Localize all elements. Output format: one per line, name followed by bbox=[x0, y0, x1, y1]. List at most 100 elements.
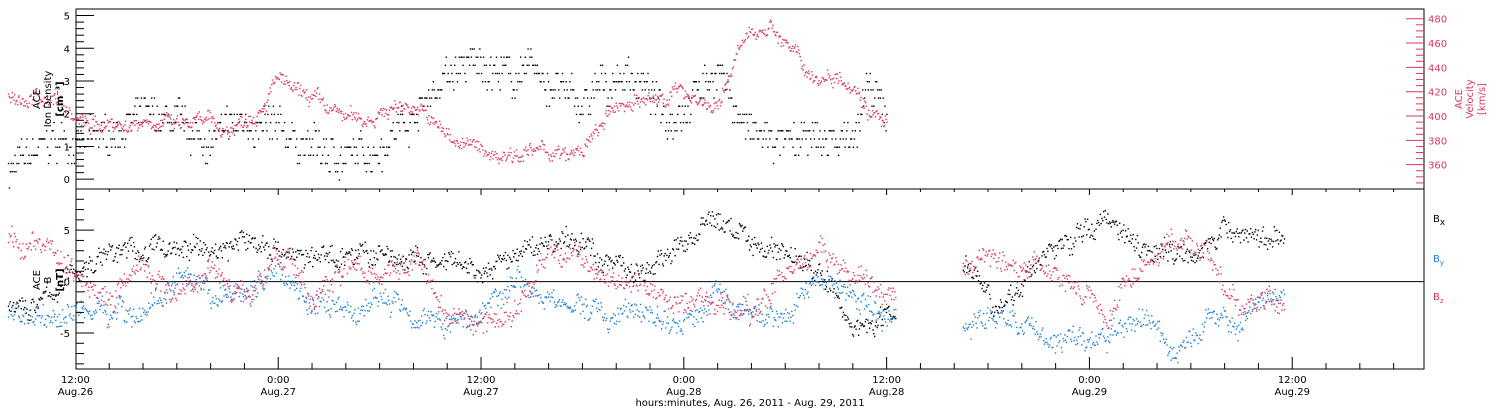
data-point bbox=[182, 277, 185, 279]
data-point bbox=[288, 85, 290, 87]
data-point bbox=[655, 99, 658, 101]
data-point bbox=[102, 252, 104, 254]
data-point bbox=[652, 322, 654, 324]
data-point bbox=[266, 101, 268, 103]
data-point bbox=[419, 97, 421, 99]
data-point bbox=[367, 116, 369, 118]
data-point bbox=[497, 157, 499, 159]
data-point bbox=[321, 162, 323, 165]
data-point bbox=[382, 146, 384, 148]
data-point bbox=[490, 267, 492, 270]
data-point bbox=[377, 245, 380, 247]
data-point bbox=[569, 306, 572, 308]
data-point bbox=[751, 238, 753, 241]
data-point bbox=[105, 250, 107, 253]
data-point bbox=[470, 262, 472, 264]
data-point bbox=[1278, 295, 1281, 297]
data-point bbox=[531, 236, 534, 238]
data-point bbox=[683, 98, 685, 100]
data-point bbox=[247, 240, 250, 243]
data-point bbox=[13, 171, 15, 173]
data-point bbox=[131, 326, 133, 328]
data-point bbox=[437, 89, 439, 91]
data-point bbox=[543, 81, 545, 83]
data-point bbox=[322, 97, 325, 100]
data-point bbox=[350, 154, 353, 156]
data-point bbox=[668, 332, 670, 334]
data-point bbox=[725, 82, 728, 84]
data-point bbox=[431, 314, 433, 316]
data-point bbox=[547, 241, 550, 243]
data-point bbox=[599, 124, 601, 126]
data-point bbox=[227, 260, 229, 262]
data-point bbox=[1272, 293, 1275, 295]
data-point bbox=[58, 103, 61, 105]
data-point bbox=[544, 144, 546, 146]
data-point bbox=[153, 248, 155, 251]
data-point bbox=[267, 93, 270, 95]
data-point bbox=[1064, 334, 1066, 336]
data-point bbox=[244, 242, 246, 244]
data-point bbox=[203, 288, 205, 291]
data-point bbox=[434, 261, 436, 263]
data-point bbox=[288, 138, 290, 140]
data-point bbox=[303, 92, 306, 94]
data-point bbox=[1213, 237, 1215, 240]
data-point bbox=[793, 47, 795, 49]
data-point bbox=[1106, 352, 1108, 354]
data-point bbox=[487, 154, 490, 156]
data-point bbox=[178, 254, 180, 257]
data-point bbox=[392, 265, 394, 267]
data-point bbox=[199, 281, 201, 283]
data-point bbox=[370, 171, 372, 173]
data-point bbox=[69, 109, 71, 112]
data-point bbox=[1235, 230, 1237, 233]
data-point bbox=[360, 118, 363, 120]
data-point bbox=[367, 146, 369, 148]
data-point bbox=[649, 101, 652, 103]
data-point bbox=[841, 130, 843, 132]
data-point bbox=[520, 250, 523, 252]
data-point bbox=[683, 320, 685, 322]
data-point bbox=[673, 121, 675, 124]
data-point bbox=[203, 251, 206, 254]
data-point bbox=[341, 120, 344, 122]
data-point bbox=[355, 112, 357, 114]
data-point bbox=[337, 162, 340, 165]
data-point bbox=[871, 116, 873, 118]
data-point bbox=[508, 56, 511, 58]
data-point bbox=[852, 88, 855, 90]
data-point bbox=[63, 105, 65, 107]
data-point bbox=[785, 130, 788, 132]
data-point bbox=[872, 89, 874, 91]
data-point bbox=[1121, 324, 1123, 326]
data-point bbox=[177, 247, 180, 250]
data-point bbox=[658, 101, 660, 103]
data-point bbox=[1135, 324, 1137, 327]
data-point bbox=[136, 123, 138, 125]
data-point bbox=[87, 268, 89, 270]
data-point bbox=[108, 130, 110, 132]
data-point bbox=[1237, 339, 1239, 342]
data-point bbox=[1158, 320, 1161, 322]
data-point bbox=[1007, 293, 1009, 295]
data-point bbox=[120, 249, 122, 251]
data-point bbox=[1250, 228, 1252, 230]
data-point bbox=[1239, 241, 1242, 244]
data-point bbox=[1105, 218, 1107, 221]
data-point bbox=[592, 299, 594, 302]
data-point bbox=[548, 293, 550, 295]
data-point bbox=[410, 110, 412, 113]
data-point bbox=[852, 289, 854, 291]
data-point bbox=[637, 72, 639, 75]
data-point bbox=[1205, 242, 1207, 244]
data-point bbox=[334, 104, 336, 106]
data-point bbox=[320, 301, 322, 303]
data-point bbox=[741, 224, 743, 227]
data-point bbox=[1164, 341, 1166, 343]
data-point bbox=[573, 89, 575, 91]
data-point bbox=[513, 89, 515, 91]
data-point bbox=[96, 256, 98, 258]
data-point bbox=[835, 292, 837, 295]
data-point bbox=[1195, 260, 1198, 262]
